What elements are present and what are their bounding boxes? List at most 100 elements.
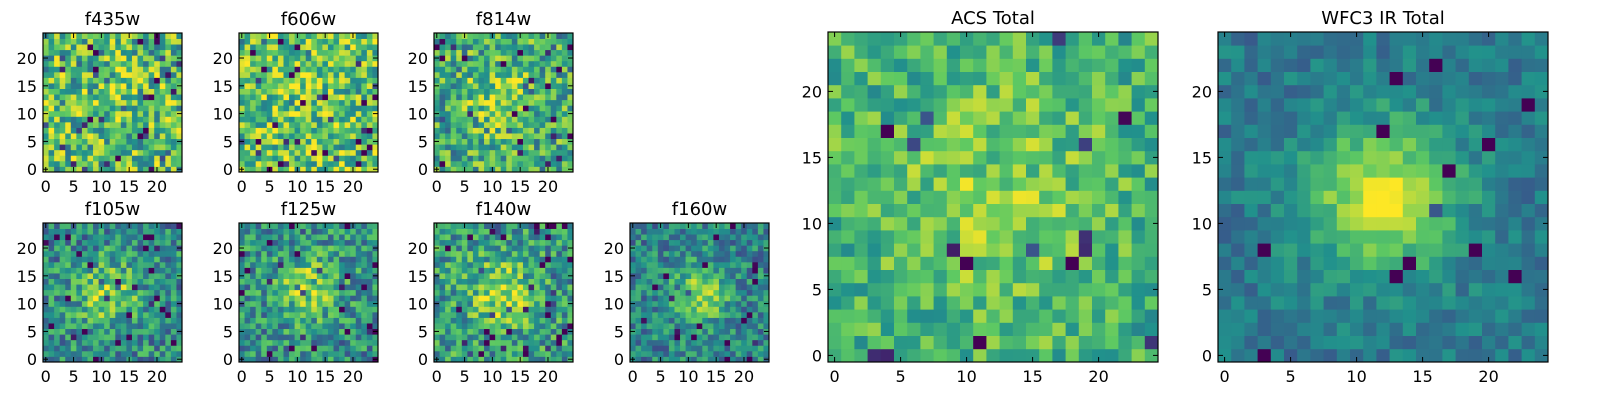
pixel [973,282,987,297]
pixel [261,334,268,341]
y-tick-label: 10 [604,295,624,314]
pixel [104,155,111,162]
pixel [854,150,868,165]
pixel [680,356,686,363]
pixel [545,289,552,296]
x-tick-label: 20 [734,367,754,386]
pixel [718,339,725,346]
pixel [59,228,66,235]
pixel [98,239,105,246]
pixel [277,300,284,307]
pixel [484,121,490,128]
pixel [176,88,183,95]
pixel [511,60,518,67]
pixel [170,60,177,67]
x-tick-label: 15 [119,367,139,386]
pixel [735,245,742,252]
pixel [300,33,307,39]
pixel [724,267,731,274]
pixel [456,44,463,51]
pixel [154,317,161,324]
pixel [48,133,55,140]
y-tick-label: 10 [213,105,233,124]
pixel [484,289,490,296]
pixel [81,278,88,285]
pixel [272,149,279,156]
pixel [500,121,507,128]
pixel [500,334,507,341]
pixel [294,306,301,313]
pixel [239,250,245,257]
pixel [946,348,961,363]
pixel [461,105,468,112]
pixel [567,133,574,140]
pixel [70,77,77,84]
pixel [115,71,122,78]
pixel [355,323,362,330]
pixel [1039,322,1053,336]
pixel [43,94,49,101]
pixel [165,116,172,123]
pixel [48,55,55,62]
pixel [239,311,245,318]
pixel [244,328,251,335]
pixel [294,323,301,330]
pixel [545,261,552,268]
pixel [333,149,340,156]
pixel [539,289,546,296]
pixel [355,239,362,246]
pixel [250,223,257,229]
pixel [763,278,770,285]
pixel [327,345,334,352]
pixel [154,110,161,117]
pixel [59,234,66,241]
pixel [333,289,340,296]
pixel [461,155,468,162]
pixel [300,273,307,279]
pixel [126,88,133,95]
pixel [567,105,574,112]
pixel [1131,177,1146,191]
pixel [534,144,541,151]
pixel [461,323,468,330]
pixel [339,133,346,140]
pixel [76,155,83,162]
y-tick-label: 0 [418,160,428,179]
pixel [741,345,748,352]
pixel [986,164,1000,178]
pixel [165,278,172,285]
pixel [159,228,166,235]
pixel [484,38,490,45]
pixel [70,133,77,140]
pixel [344,55,351,62]
pixel [355,49,362,56]
pixel [176,71,183,78]
pixel [93,250,99,257]
pixel [511,300,518,307]
pixel [450,278,457,285]
pixel [250,317,257,324]
pixel [456,144,463,151]
pixel [165,239,172,246]
pixel [646,223,653,229]
pixel [109,88,116,95]
pixel [894,282,908,297]
pixel [289,160,295,167]
pixel [456,228,463,235]
pixel [93,228,99,235]
pixel [48,88,55,95]
pixel [305,350,312,357]
pixel [635,323,642,330]
pixel [445,317,452,324]
pixel [109,166,116,173]
pixel [277,317,284,324]
pixel [567,317,574,324]
pixel [294,77,301,84]
pixel [828,269,842,284]
pixel [668,250,675,257]
pixel [54,234,61,241]
pixel [165,149,172,156]
pixel [300,166,307,173]
pixel [165,66,172,73]
pixel [894,335,908,350]
